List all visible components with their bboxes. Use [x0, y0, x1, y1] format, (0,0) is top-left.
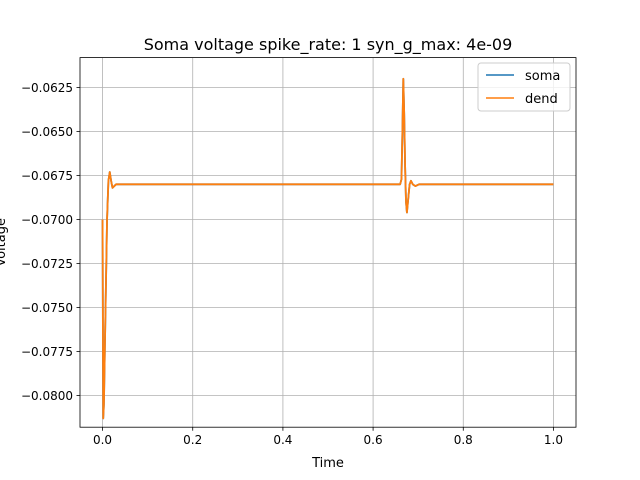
- x-axis-ticks: 0.0 0.2 0.4 0.6 0.8 1.0: [93, 427, 563, 447]
- y-tick-label: −0.0650: [21, 125, 73, 139]
- x-tick-label: 1.0: [544, 433, 563, 447]
- legend-label-dend: dend: [525, 92, 558, 107]
- series-lines: [101, 77, 554, 420]
- grid: [80, 57, 576, 428]
- y-tick-label: −0.0625: [21, 81, 73, 95]
- y-tick-label: −0.0775: [21, 345, 73, 359]
- x-tick-label: 0.2: [183, 433, 202, 447]
- series-line-dend: [101, 77, 554, 420]
- x-tick-label: 0.8: [454, 433, 473, 447]
- legend-label-soma: soma: [525, 69, 560, 84]
- x-axis-label: Time: [311, 456, 344, 471]
- legend: soma dend: [477, 62, 571, 112]
- plot-frame: [79, 57, 577, 428]
- y-tick-label: −0.0675: [21, 169, 73, 183]
- y-tick-label: −0.0750: [21, 301, 73, 315]
- y-axis-ticks: −0.0625 −0.0650 −0.0675 −0.0700 −0.0725 −0.07…: [21, 81, 80, 403]
- chart-title: Soma voltage spike_rate: 1 syn_g_max: 4e…: [144, 35, 513, 55]
- y-axis-label: Voltage: [0, 218, 9, 267]
- x-tick-label: 0.4: [273, 433, 292, 447]
- y-tick-label: −0.0725: [21, 257, 73, 271]
- x-tick-label: 0.0: [93, 433, 112, 447]
- x-tick-label: 0.6: [364, 433, 383, 447]
- y-tick-label: −0.0800: [21, 389, 73, 403]
- y-tick-label: −0.0700: [21, 213, 73, 227]
